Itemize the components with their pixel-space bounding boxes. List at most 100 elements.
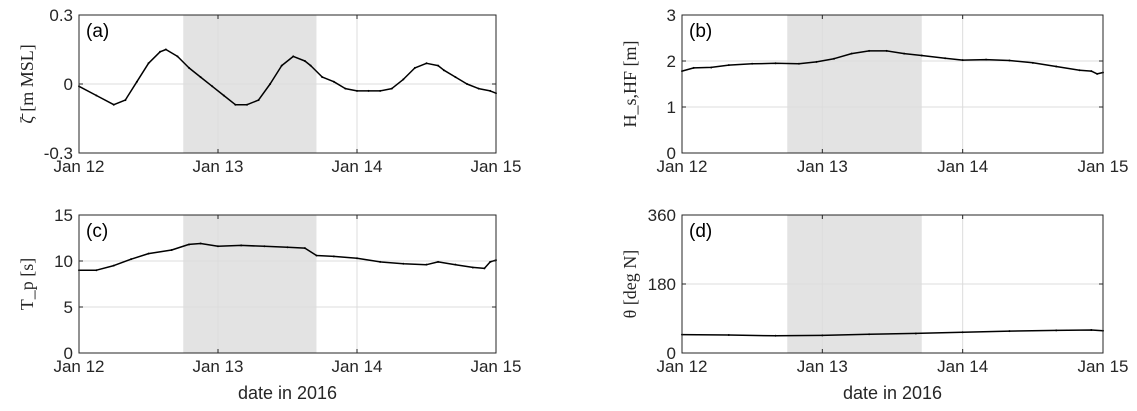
x-tick-label: Jan 15: [1077, 357, 1128, 376]
data-point: [199, 242, 202, 245]
data-point: [1090, 70, 1093, 73]
panel-c: Jan 12 Jan 13 Jan 14 Jan 15 0 5 10 15 T_p [s] (c)…: [17, 206, 522, 403]
data-point: [489, 260, 492, 263]
x-tick-label: Jan 15: [470, 157, 521, 176]
x-tick-label: Jan 12: [53, 157, 104, 176]
data-point: [1008, 330, 1011, 333]
y-tick-label: 10: [54, 252, 73, 271]
y-tick-label: 0: [667, 144, 676, 163]
data-point: [868, 49, 871, 52]
data-point: [164, 48, 167, 51]
data-point: [390, 87, 393, 90]
data-point: [774, 334, 777, 337]
data-point: [95, 94, 98, 97]
panel-label: (b): [689, 21, 712, 42]
data-point: [147, 252, 150, 255]
data-point: [914, 332, 917, 335]
data-point: [1008, 59, 1011, 62]
data-point: [961, 59, 964, 62]
x-tick-label: Jan 14: [331, 357, 382, 376]
data-point: [135, 80, 138, 83]
data-point: [944, 57, 947, 60]
data-point: [1090, 329, 1093, 331]
panel-label: (a): [86, 21, 109, 42]
data-point: [303, 60, 306, 62]
data-line: [681, 50, 1104, 75]
data-point: [269, 83, 272, 85]
data-point: [774, 62, 777, 65]
data-point: [402, 78, 405, 81]
data-point: [112, 264, 115, 267]
data-point: [344, 87, 347, 90]
data-point: [1055, 65, 1058, 68]
data-point: [217, 245, 219, 248]
data-point: [961, 331, 964, 334]
data-point: [425, 263, 428, 266]
data-point: [868, 333, 871, 336]
data-point: [692, 66, 695, 69]
y-tick-label: 0: [64, 344, 73, 363]
shaded-period: [787, 15, 922, 153]
data-point: [920, 54, 923, 57]
x-tick-label: Jan 14: [937, 357, 988, 376]
data-point: [751, 62, 754, 65]
data-point: [903, 52, 906, 55]
x-tick-label: Jan 12: [656, 357, 707, 376]
data-point: [245, 103, 248, 106]
data-point: [124, 99, 127, 102]
data-point: [885, 49, 888, 52]
data-point: [454, 76, 457, 79]
data-point: [710, 66, 713, 69]
data-point: [234, 103, 237, 106]
data-point: [95, 269, 98, 272]
y-axis-label: θ [deg N]: [620, 250, 640, 319]
data-point: [797, 62, 800, 65]
data-point: [477, 87, 480, 90]
data-point: [292, 55, 295, 58]
panel-label: (c): [86, 221, 108, 242]
data-point: [222, 94, 225, 97]
data-point: [211, 85, 214, 88]
x-tick-label: Jan 12: [656, 157, 707, 176]
data-point: [130, 258, 133, 261]
y-tick-label: 15: [54, 206, 73, 225]
data-point: [483, 267, 486, 270]
data-point: [286, 246, 289, 249]
data-point: [402, 262, 405, 265]
data-point: [112, 103, 115, 106]
data-point: [280, 64, 283, 67]
x-tick-label: Jan 13: [797, 157, 848, 176]
data-point: [442, 69, 445, 72]
data-point: [356, 89, 358, 92]
y-axis-label: T_p [s]: [17, 258, 37, 311]
x-tick-label: Jan 12: [53, 357, 104, 376]
panel-label: (d): [689, 221, 712, 242]
data-point: [332, 80, 335, 83]
data-point: [303, 247, 306, 250]
data-point: [1055, 329, 1058, 332]
data-point: [321, 76, 324, 79]
data-point: [199, 76, 202, 79]
y-tick-label: 180: [648, 275, 676, 294]
data-point: [147, 62, 150, 65]
panel-d: Jan 12 Jan 13 Jan 14 Jan 15 0 180 360 θ [deg N]…: [620, 206, 1129, 403]
x-tick-label: Jan 14: [331, 157, 382, 176]
y-tick-label: 360: [648, 206, 676, 225]
data-point: [466, 83, 469, 85]
x-axis-label: date in 2016: [238, 383, 337, 403]
data-point: [188, 66, 191, 69]
data-point: [437, 64, 440, 67]
data-point: [263, 245, 266, 248]
data-point: [176, 55, 179, 58]
panel-b: Jan 12 Jan 13 Jan 14 Jan 15 0 1 2 3 H_s,HF [m] (b…: [620, 6, 1129, 176]
data-point: [821, 334, 824, 337]
data-point: [425, 62, 428, 65]
panel-a: Jan 12 Jan 13 Jan 14 Jan 15 -0.3 0 0.3 ζ̄ [m MS…: [17, 6, 522, 176]
y-tick-label: 0.3: [49, 6, 73, 25]
data-point: [356, 257, 358, 260]
y-tick-label: 0: [667, 344, 676, 363]
data-point: [379, 89, 382, 92]
data-line: [78, 48, 497, 106]
data-point: [471, 266, 474, 269]
